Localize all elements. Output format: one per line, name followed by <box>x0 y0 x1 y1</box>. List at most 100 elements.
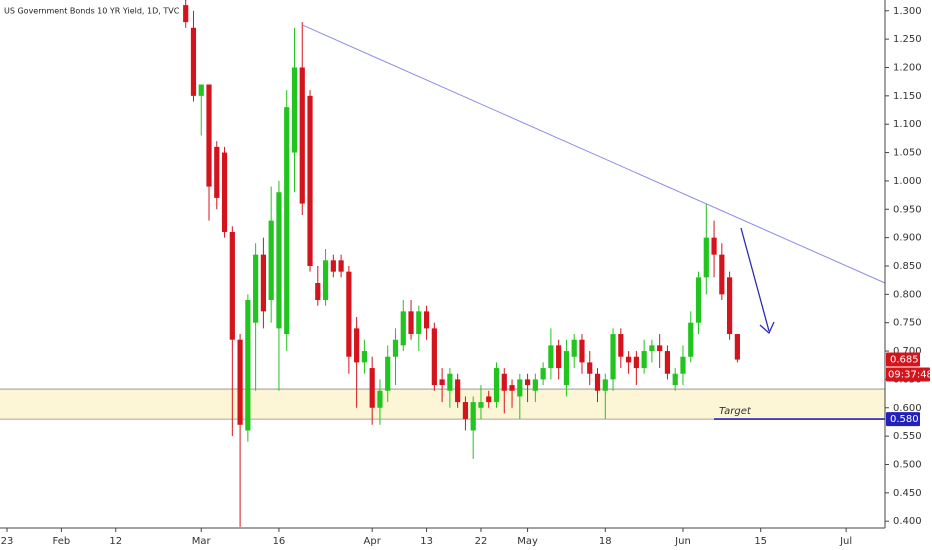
candle-body <box>664 351 671 374</box>
y-tick-label: 0.600 <box>893 403 922 414</box>
candle-body <box>455 379 461 403</box>
arrow-head <box>759 321 775 335</box>
candle-body <box>548 345 554 369</box>
target-label: Target <box>719 406 752 417</box>
candle-body <box>183 5 189 23</box>
trendline <box>302 24 886 284</box>
candle-body <box>214 146 220 198</box>
candle-body <box>229 231 235 340</box>
target-price-box <box>886 412 920 427</box>
candle-body <box>517 379 523 397</box>
candle-body <box>299 67 305 204</box>
candles-layer <box>183 0 740 527</box>
y-tick-label: 0.400 <box>893 516 922 527</box>
candle-body <box>315 282 321 301</box>
candle-body <box>377 390 383 408</box>
candle-body <box>493 368 500 403</box>
candle-body <box>470 402 476 431</box>
candle-body <box>291 67 298 153</box>
candle-body <box>556 345 562 369</box>
candle-body <box>734 334 740 360</box>
y-tick-label: 1.200 <box>893 62 922 73</box>
candle-body <box>486 396 492 403</box>
candle-body <box>540 368 546 380</box>
candle-body <box>719 254 725 295</box>
candle-body <box>385 356 391 391</box>
x-tick-label: 22 <box>475 536 488 547</box>
chart-title: US Government Bonds 10 YR Yield, 1D, TVC <box>4 7 180 16</box>
candle-body <box>361 351 368 363</box>
candle-body <box>439 379 445 386</box>
candle-body <box>198 84 204 96</box>
x-tick-label: 15 <box>754 536 767 547</box>
y-tick-label: 0.450 <box>893 488 922 499</box>
candle-body <box>672 373 678 386</box>
candle-body <box>190 27 197 96</box>
candle-body <box>618 334 624 357</box>
candle-body <box>641 351 647 369</box>
y-tick-label: 1.100 <box>893 119 922 130</box>
candle-body <box>579 339 585 363</box>
candle-body <box>571 339 577 357</box>
y-tick-label: 1.150 <box>893 91 922 102</box>
candle-body <box>587 362 593 374</box>
candle-body <box>610 334 616 380</box>
candle-body <box>625 356 632 363</box>
candle-body <box>354 328 360 363</box>
candle-body <box>703 237 709 278</box>
candle-body <box>346 271 352 357</box>
candle-body <box>423 311 430 329</box>
y-tick-label: 0.700 <box>893 346 922 357</box>
candle-body <box>509 385 515 391</box>
candle-body <box>268 220 274 301</box>
candle-body <box>633 356 639 369</box>
candle-body <box>322 260 329 301</box>
arrow-shaft <box>740 227 770 332</box>
x-tick-label: Jul <box>839 536 852 547</box>
y-tick-label: 0.550 <box>893 431 922 442</box>
candle-body <box>431 328 437 386</box>
candle-body <box>260 254 267 312</box>
x-tick-label: 18 <box>599 536 612 547</box>
candle-body <box>602 379 608 391</box>
last-price-box <box>886 352 920 367</box>
candle-body <box>221 152 228 232</box>
candle-body <box>447 373 453 391</box>
candle-body <box>688 322 694 357</box>
y-tick-label: 1.300 <box>893 6 922 17</box>
candle-body <box>563 351 570 386</box>
candle-body <box>206 84 212 187</box>
x-tick-label: 23 <box>1 536 14 547</box>
y-tick-label: 0.850 <box>893 261 922 272</box>
countdown-label: 09:37:48 <box>888 370 932 381</box>
candle-body <box>408 311 414 335</box>
candle-body <box>245 300 251 431</box>
candle-body <box>400 311 406 346</box>
overlay-layer: Target <box>302 24 886 420</box>
y-tick-label: 0.500 <box>893 459 922 470</box>
candle-body <box>478 402 484 408</box>
y-tick-label: 0.900 <box>893 233 922 244</box>
candle-body <box>524 379 531 386</box>
x-tick-label: Feb <box>53 536 71 547</box>
candle-body <box>594 373 601 391</box>
y-tick-label: 1.250 <box>893 34 922 45</box>
candle-body <box>338 260 344 272</box>
candle-body <box>276 192 282 329</box>
candle-body <box>657 345 663 352</box>
candle-body <box>680 356 686 374</box>
y-tick-label: 0.950 <box>893 204 922 215</box>
x-tick-label: 13 <box>420 536 433 547</box>
y-tick-label: 1.000 <box>893 176 922 187</box>
candle-body <box>416 311 422 335</box>
candle-body <box>307 95 313 266</box>
candle-body <box>501 373 507 391</box>
candle-body <box>695 277 702 323</box>
y-tick-label: 1.050 <box>893 148 922 159</box>
candle-body <box>711 237 717 255</box>
candle-body <box>237 339 243 425</box>
candle-body <box>330 260 336 272</box>
y-tick-label: 0.750 <box>893 318 922 329</box>
